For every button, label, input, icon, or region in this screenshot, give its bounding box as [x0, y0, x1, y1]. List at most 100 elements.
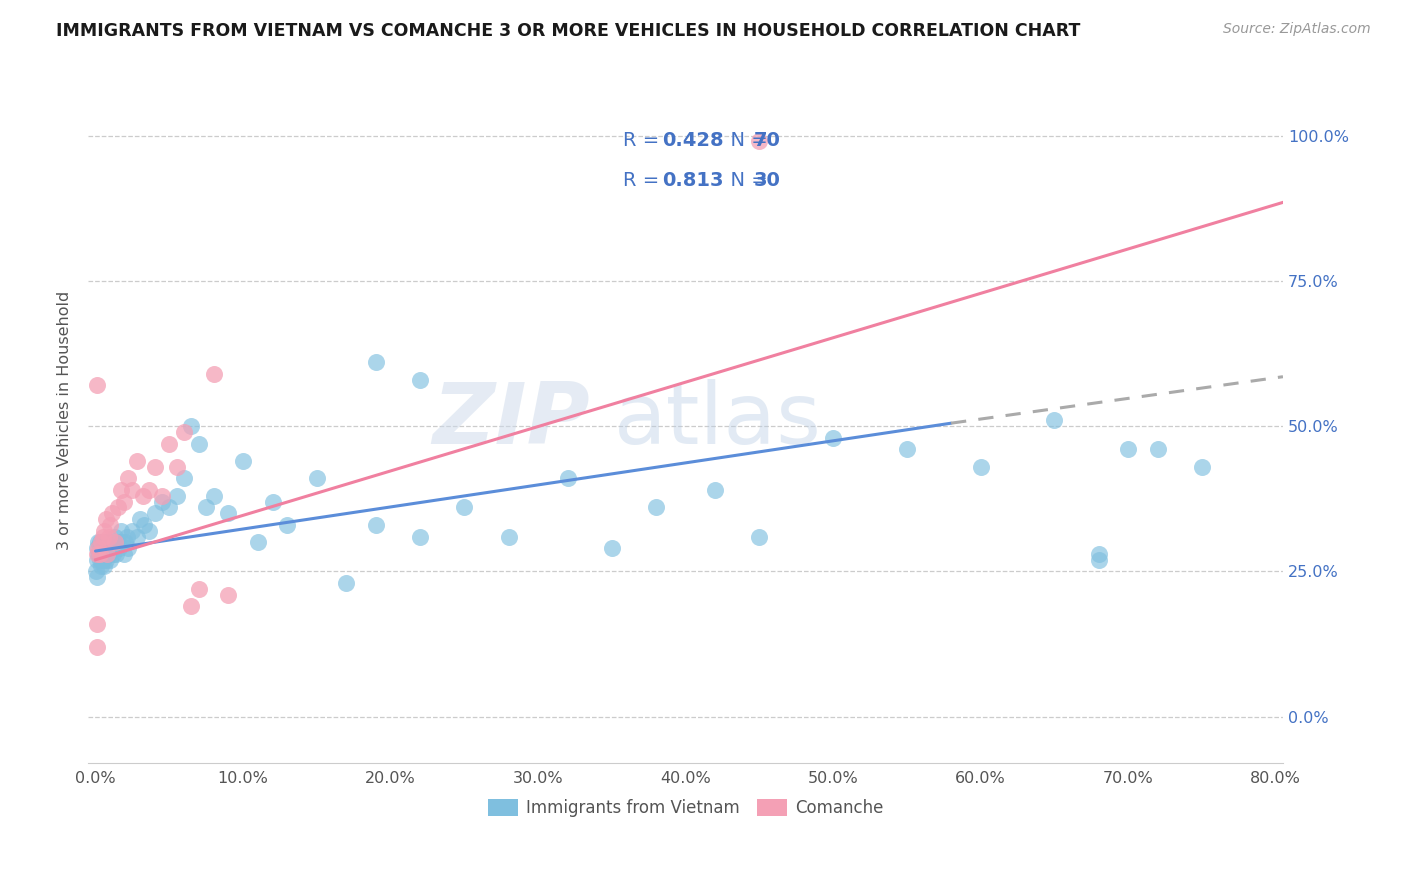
Point: [704, 483, 727, 497]
Point: [107, 535, 129, 549]
Point: [364, 355, 387, 369]
Text: Source: ZipAtlas.com: Source: ZipAtlas.com: [1223, 22, 1371, 37]
Point: [117, 541, 139, 555]
Point: [111, 535, 134, 549]
Point: [91, 529, 114, 543]
Point: [166, 459, 188, 474]
Point: [87, 535, 110, 549]
Point: [150, 494, 173, 508]
Point: [94, 535, 117, 549]
Point: [173, 471, 195, 485]
Point: [217, 506, 239, 520]
Point: [202, 367, 225, 381]
Point: [138, 524, 160, 538]
Point: [93, 524, 115, 538]
Point: [87, 541, 110, 555]
Point: [128, 512, 150, 526]
Text: 0.428: 0.428: [662, 131, 724, 150]
Point: [364, 517, 387, 532]
Point: [125, 454, 148, 468]
Y-axis label: 3 or more Vehicles in Household: 3 or more Vehicles in Household: [58, 291, 72, 549]
Point: [103, 547, 125, 561]
Point: [166, 489, 188, 503]
Point: [110, 524, 132, 538]
Point: [98, 517, 121, 532]
Point: [97, 547, 120, 561]
Point: [112, 547, 135, 561]
Point: [107, 500, 129, 515]
Text: N =: N =: [718, 171, 775, 190]
Text: ZIP: ZIP: [433, 379, 591, 462]
Point: [305, 471, 328, 485]
Point: [98, 553, 121, 567]
Point: [409, 529, 432, 543]
Point: [91, 553, 114, 567]
Point: [748, 529, 770, 543]
Text: 70: 70: [754, 131, 780, 150]
Point: [84, 565, 107, 579]
Point: [86, 547, 108, 561]
Point: [180, 419, 202, 434]
Point: [1087, 553, 1109, 567]
Point: [969, 459, 991, 474]
Point: [138, 483, 160, 497]
Point: [94, 512, 117, 526]
Point: [89, 547, 111, 561]
Point: [94, 553, 117, 567]
Point: [180, 599, 202, 614]
Point: [96, 541, 118, 555]
Text: R =: R =: [623, 131, 665, 150]
Point: [498, 529, 520, 543]
Point: [1043, 413, 1066, 427]
Point: [86, 553, 108, 567]
Point: [115, 529, 138, 543]
Point: [100, 541, 122, 555]
Point: [96, 547, 118, 561]
Point: [104, 529, 127, 543]
Point: [896, 442, 918, 457]
Point: [262, 494, 284, 508]
Point: [157, 436, 180, 450]
Point: [114, 535, 136, 549]
Point: [89, 535, 111, 549]
Point: [104, 535, 127, 549]
Point: [100, 506, 122, 520]
Point: [150, 489, 173, 503]
Point: [195, 500, 218, 515]
Point: [98, 535, 121, 549]
Text: N =: N =: [718, 131, 775, 150]
Point: [1116, 442, 1139, 457]
Point: [173, 425, 195, 439]
Point: [187, 436, 209, 450]
Point: [117, 471, 139, 485]
Point: [112, 494, 135, 508]
Point: [86, 541, 108, 555]
Point: [134, 517, 156, 532]
Point: [86, 616, 108, 631]
Point: [557, 471, 579, 485]
Point: [97, 529, 120, 543]
Point: [1191, 459, 1213, 474]
Point: [335, 576, 357, 591]
Text: IMMIGRANTS FROM VIETNAM VS COMANCHE 3 OR MORE VEHICLES IN HOUSEHOLD CORRELATION : IMMIGRANTS FROM VIETNAM VS COMANCHE 3 OR…: [56, 22, 1081, 40]
Point: [217, 588, 239, 602]
Point: [108, 541, 131, 555]
Point: [143, 459, 166, 474]
Point: [86, 570, 108, 584]
Point: [232, 454, 254, 468]
Point: [91, 541, 114, 555]
Point: [132, 489, 155, 503]
Point: [93, 558, 115, 573]
Point: [409, 373, 432, 387]
Point: [90, 547, 112, 561]
Point: [105, 547, 128, 561]
Text: 30: 30: [754, 171, 780, 190]
Point: [202, 489, 225, 503]
Point: [453, 500, 475, 515]
Point: [125, 529, 148, 543]
Point: [143, 506, 166, 520]
Point: [246, 535, 269, 549]
Point: [90, 535, 112, 549]
Point: [600, 541, 623, 555]
Point: [823, 431, 845, 445]
